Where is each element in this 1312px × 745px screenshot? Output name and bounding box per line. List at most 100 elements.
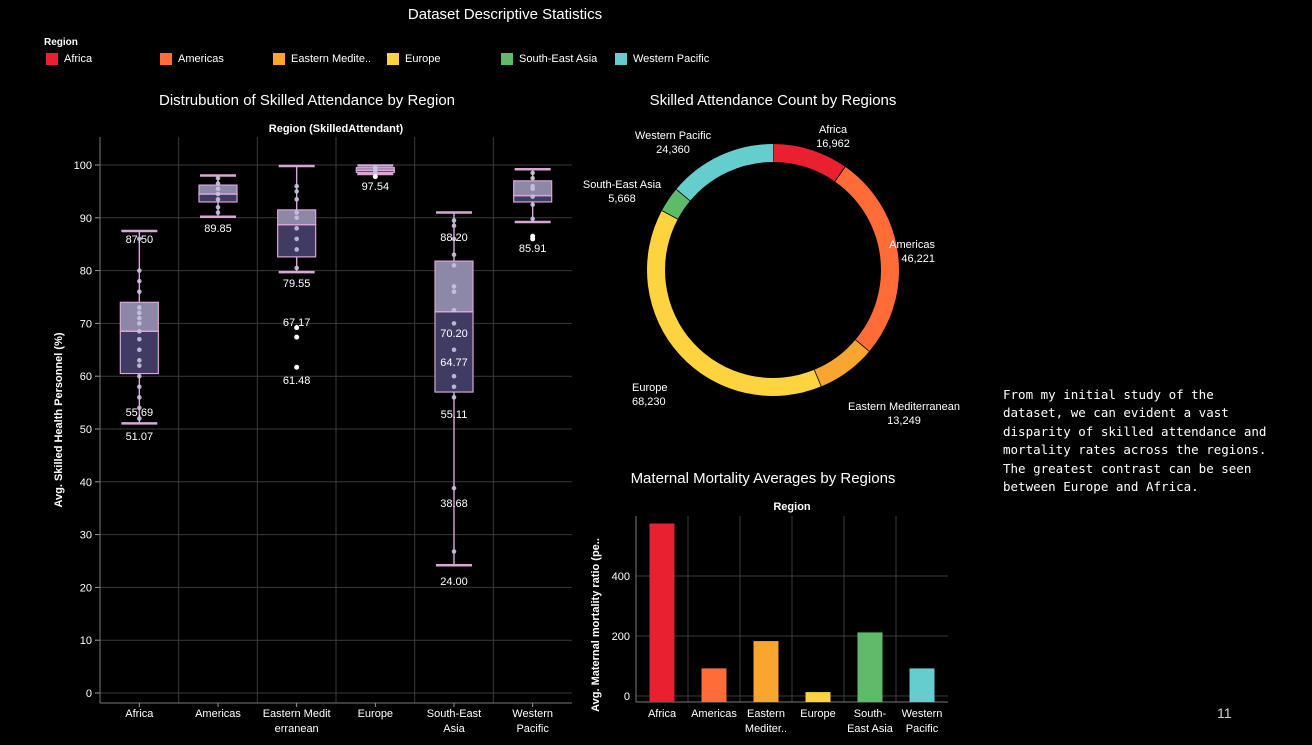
bar-category-label: Western [902, 708, 943, 720]
donut-slice-label: Africa [819, 124, 848, 136]
bar [701, 668, 727, 702]
box-ytick-label: 30 [80, 530, 92, 542]
bar-category-label: Eastern [747, 708, 785, 720]
box-point [530, 216, 535, 222]
box-point [137, 416, 142, 421]
bar [753, 641, 779, 702]
box-group: 85.91 [513, 167, 553, 255]
box-data-label: 88.20 [440, 232, 468, 244]
box-group: 87.50 55.69 51.07 [119, 229, 159, 443]
legend-label: Western Pacific [633, 53, 710, 65]
legend-item-americas[interactable]: Americas [160, 53, 224, 65]
box-outlier [294, 334, 300, 340]
donut-separator [855, 339, 870, 352]
box-category-label: Americas [195, 708, 241, 720]
legend-item-eastern-mediterranean[interactable]: Eastern Medite.. [273, 53, 371, 65]
donut-slice-value: 5,668 [608, 193, 636, 205]
bar-category-label: Mediter.. [745, 723, 787, 735]
box-group: 88.20 70.20 64.77 55.11 38.68 24.00 [434, 211, 474, 588]
box-ytick-label: 60 [80, 371, 92, 383]
box-point [137, 405, 142, 411]
bar-category-label: East Asia [847, 723, 894, 735]
box-point [137, 236, 142, 242]
box-ytick-label: 70 [80, 318, 92, 330]
box-data-label: 55.11 [441, 409, 468, 421]
box-category-label: Europe [358, 708, 393, 720]
box-ytick-label: 100 [74, 160, 92, 172]
donut-slice [676, 144, 774, 202]
box-chart-ylabel: Avg. Skilled Health Personnel (%) [53, 332, 65, 507]
legend-item-south-east-asia[interactable]: South-East Asia [501, 53, 597, 65]
bar-chart-ylabel: Avg. Maternal mortality ratio (pe.. [590, 538, 602, 712]
donut-separator [834, 166, 846, 182]
donut-slice-label: Eastern Mediterranean [848, 401, 960, 413]
box-category-label: Asia [443, 723, 465, 735]
donut-slice [772, 144, 846, 182]
box-point [294, 215, 299, 221]
box-point [451, 236, 457, 242]
box-point [137, 305, 142, 310]
donut-slice-label: Europe [632, 382, 667, 394]
legend-swatch-western-pacific [615, 53, 627, 65]
box-data-label: 97.54 [362, 181, 390, 193]
box-point [451, 218, 457, 223]
box-ytick-label: 90 [80, 213, 92, 225]
page-title: Dataset Descriptive Statistics [407, 6, 603, 23]
bar-category-label: Pacific [906, 723, 939, 735]
box-category-label: erranean [275, 723, 319, 735]
box-data-label: 55.69 [126, 407, 154, 419]
box-point [451, 395, 457, 400]
box-point [215, 197, 221, 202]
box-point [137, 310, 142, 316]
box-point [215, 204, 221, 210]
box-point [451, 321, 457, 326]
box-point [530, 183, 535, 189]
box-group: 79.55 67.17 61.48 [277, 164, 317, 387]
legend-item-europe[interactable]: Europe [387, 53, 440, 65]
bar-chart: Maternal Mortality Averages by Regions Re… [590, 470, 948, 735]
legend-item-africa[interactable]: Africa [46, 53, 92, 65]
legend-label: Americas [178, 53, 224, 65]
box-point [530, 194, 535, 199]
legend-label: Europe [405, 53, 441, 65]
bar [805, 692, 831, 702]
bar-category-label: Europe [800, 708, 835, 720]
box-point [530, 202, 535, 207]
legend-swatch-africa [46, 53, 58, 65]
donut-slice-value: 68,230 [632, 396, 666, 408]
pie-chart-title: Skilled Attendance Count by Regions [650, 92, 897, 109]
box-point [451, 263, 457, 268]
box-outlier [294, 364, 300, 370]
donut-separator [675, 189, 691, 202]
box-point [137, 363, 142, 368]
box-outlier [294, 325, 300, 331]
box-point [451, 549, 457, 554]
box-point [451, 485, 457, 491]
box-point [294, 189, 299, 194]
box-point [137, 336, 142, 342]
box-point [137, 321, 142, 326]
donut-slice [814, 339, 870, 387]
box-point [215, 175, 221, 181]
bar [909, 668, 935, 702]
legend-swatch-europe [387, 53, 399, 65]
donut-separator [661, 210, 678, 220]
box-category-label: Pacific [516, 723, 549, 735]
box-data-label: 67.17 [283, 317, 311, 329]
bar [857, 632, 883, 702]
bar-ytick-label: 0 [624, 691, 630, 703]
legend-title: Region [44, 37, 78, 48]
box-data-label: 51.07 [126, 431, 154, 443]
box-ytick-label: 50 [80, 424, 92, 436]
box-point [137, 347, 142, 353]
bar-category-label: Africa [648, 708, 677, 720]
box-chart-title: Distrubution of Skilled Attendance by Re… [159, 92, 455, 109]
box-group: 89.85 [198, 174, 238, 235]
box-point [294, 247, 299, 252]
donut-slice [647, 210, 822, 396]
box-point [137, 384, 142, 390]
box-point [137, 278, 142, 284]
legend-item-western-pacific[interactable]: Western Pacific [615, 53, 709, 65]
box-data-label: 79.55 [283, 278, 311, 290]
box-ytick-label: 0 [86, 688, 92, 700]
